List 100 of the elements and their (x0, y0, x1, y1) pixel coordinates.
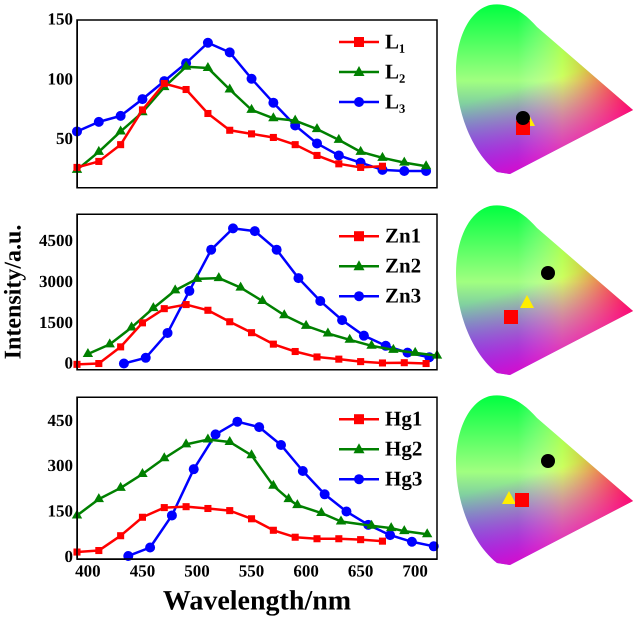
legend-label: Zn2 (385, 254, 422, 278)
point (95, 546, 102, 554)
y-tick-label: 450 (48, 410, 73, 430)
point (268, 480, 279, 489)
point (182, 503, 190, 510)
point (334, 150, 344, 160)
point (378, 538, 386, 545)
point (210, 429, 221, 440)
point (94, 493, 104, 502)
point (422, 360, 430, 368)
legend-label: L₁ (385, 29, 406, 54)
point (300, 320, 312, 329)
point (400, 359, 408, 366)
point (268, 98, 278, 108)
point (276, 440, 286, 450)
point (399, 156, 410, 166)
point (224, 47, 235, 58)
point (386, 522, 396, 532)
point (272, 244, 282, 255)
point (257, 295, 268, 304)
point (224, 436, 235, 445)
point (250, 226, 260, 236)
x-tick-label: 400 (75, 562, 101, 581)
y-tick-label: 100 (48, 69, 73, 88)
point (148, 302, 159, 312)
point (126, 321, 137, 330)
point (115, 125, 126, 134)
point (117, 532, 124, 540)
y-axis-title: Intensity/a.u. (0, 224, 27, 360)
point (292, 534, 299, 541)
point (94, 146, 104, 155)
point (366, 340, 377, 349)
point (246, 74, 257, 84)
point (137, 468, 148, 478)
point (313, 535, 321, 542)
y-tick-label: 4500 (39, 230, 73, 250)
point (335, 356, 342, 363)
point (162, 328, 173, 338)
point (344, 334, 355, 343)
point (118, 358, 129, 369)
point (117, 343, 124, 350)
legend-label: L₃ (385, 89, 406, 114)
point (202, 38, 213, 48)
point (378, 359, 386, 367)
point (138, 319, 146, 326)
point (117, 141, 124, 148)
legend-label: Hg3 (385, 466, 422, 491)
point (206, 244, 216, 255)
point (248, 329, 256, 336)
point (399, 166, 410, 176)
legend-label: Hg1 (385, 406, 422, 431)
point (337, 315, 348, 326)
point (159, 452, 170, 462)
point (358, 330, 369, 341)
point (137, 94, 148, 104)
x-tick-label: 450 (130, 562, 156, 581)
point (320, 489, 330, 500)
point (192, 272, 202, 282)
point (248, 515, 256, 522)
legend-label: Hg2 (385, 436, 422, 461)
point (293, 273, 304, 284)
point (422, 528, 432, 538)
point (366, 520, 377, 529)
point (279, 309, 290, 318)
x-tick-label: 700 (402, 562, 428, 581)
point (94, 116, 104, 127)
point (115, 482, 126, 491)
point (357, 358, 364, 366)
point (341, 506, 352, 517)
point (228, 223, 238, 234)
point (292, 141, 299, 148)
point (226, 507, 234, 514)
point (322, 327, 334, 336)
y-tick-label: 0 (64, 354, 73, 373)
point (95, 158, 102, 165)
point (180, 438, 192, 448)
point (298, 466, 308, 476)
point (355, 146, 366, 155)
point (82, 348, 94, 357)
point (270, 134, 277, 141)
legend-label: Zn3 (385, 284, 422, 308)
point (180, 60, 192, 70)
point (204, 306, 212, 314)
point (316, 507, 327, 516)
point (399, 525, 410, 534)
y-tick-label: 0 (64, 546, 73, 566)
point (312, 138, 322, 148)
point (182, 86, 190, 94)
point (378, 162, 386, 170)
point (385, 530, 396, 540)
y-tick-label: 1500 (39, 312, 73, 332)
point (290, 114, 300, 124)
point (202, 434, 214, 443)
point (420, 160, 432, 170)
point (312, 123, 322, 132)
point (232, 416, 242, 427)
point (184, 286, 194, 296)
point (104, 338, 115, 348)
x-tick-label: 650 (348, 562, 374, 581)
point (246, 449, 257, 458)
